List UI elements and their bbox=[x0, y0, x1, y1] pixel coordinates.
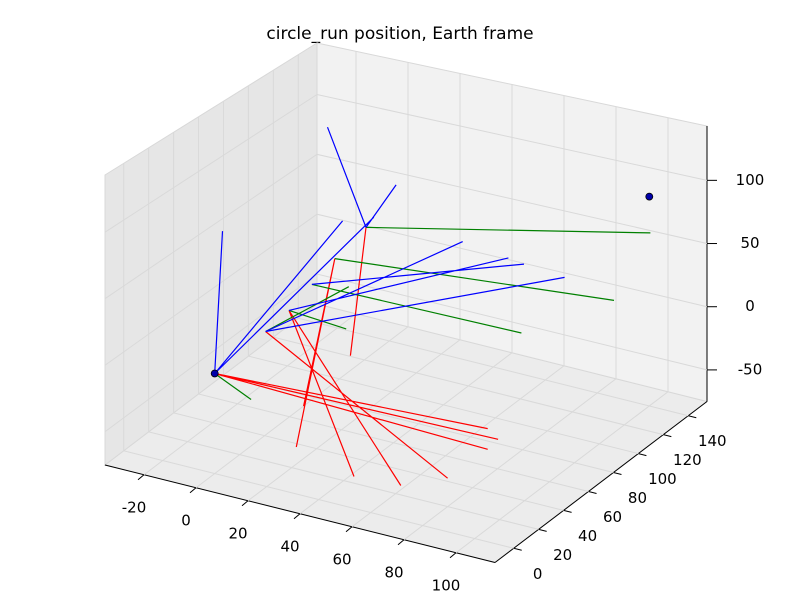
grid-line bbox=[104, 153, 708, 300]
grid-line bbox=[173, 132, 564, 511]
data-line bbox=[214, 226, 651, 400]
grid-line bbox=[297, 54, 689, 417]
x-tick-label: 40 bbox=[280, 537, 299, 555]
y-tick-label: 120 bbox=[673, 451, 702, 469]
data-line bbox=[214, 126, 565, 374]
z-tick-label: 100 bbox=[736, 171, 765, 189]
x-tick bbox=[137, 474, 145, 481]
y-tick-label: 80 bbox=[628, 489, 647, 507]
y-tick-label: 0 bbox=[533, 565, 543, 583]
y-tick bbox=[513, 547, 522, 551]
y-tick bbox=[688, 415, 697, 419]
x-tick-label: 60 bbox=[332, 550, 351, 568]
grid-line bbox=[198, 116, 589, 492]
z-tick-label: 50 bbox=[740, 234, 759, 252]
x-tick bbox=[293, 513, 301, 520]
y-axis-line bbox=[494, 401, 708, 563]
grid-line bbox=[104, 93, 708, 233]
y-tick-label: 20 bbox=[553, 546, 572, 564]
y-tick-label: 100 bbox=[648, 470, 677, 488]
y-tick-label: 60 bbox=[603, 508, 622, 526]
x-tick bbox=[397, 539, 405, 546]
grid-line bbox=[123, 163, 514, 549]
grid-line bbox=[104, 213, 708, 366]
grid-line bbox=[299, 84, 513, 515]
y-tick-label: 40 bbox=[578, 527, 597, 545]
grid-line bbox=[247, 85, 639, 455]
y-tick bbox=[563, 509, 572, 513]
grid-line bbox=[247, 73, 461, 502]
x-tick bbox=[449, 552, 457, 559]
z-tick-label: -50 bbox=[738, 360, 763, 378]
y-tick bbox=[538, 528, 547, 532]
z-tick-label: 0 bbox=[745, 297, 755, 315]
x-tick-label: 100 bbox=[432, 576, 461, 594]
y-tick bbox=[613, 472, 622, 476]
y-tick-label: 140 bbox=[698, 432, 727, 450]
y-tick bbox=[638, 453, 647, 457]
grid-line bbox=[403, 106, 617, 541]
x-tick bbox=[189, 487, 197, 494]
data-line bbox=[214, 227, 499, 486]
data-point bbox=[210, 369, 219, 378]
y-tick bbox=[588, 490, 597, 494]
x-tick bbox=[345, 526, 353, 533]
x-tick-label: 80 bbox=[384, 563, 403, 581]
grid-line bbox=[104, 273, 708, 433]
data-point bbox=[645, 192, 654, 201]
x-tick bbox=[241, 500, 249, 507]
grid-line bbox=[455, 117, 669, 554]
y-tick bbox=[663, 434, 672, 438]
x-tick-label: 20 bbox=[228, 524, 247, 542]
grid-line bbox=[148, 147, 539, 530]
chart-title: circle_run position, Earth frame bbox=[266, 24, 533, 44]
grid-line bbox=[195, 62, 409, 489]
x-tick-label: 0 bbox=[181, 511, 191, 529]
x-tick-label: -20 bbox=[122, 498, 147, 516]
grid-line bbox=[351, 95, 565, 528]
